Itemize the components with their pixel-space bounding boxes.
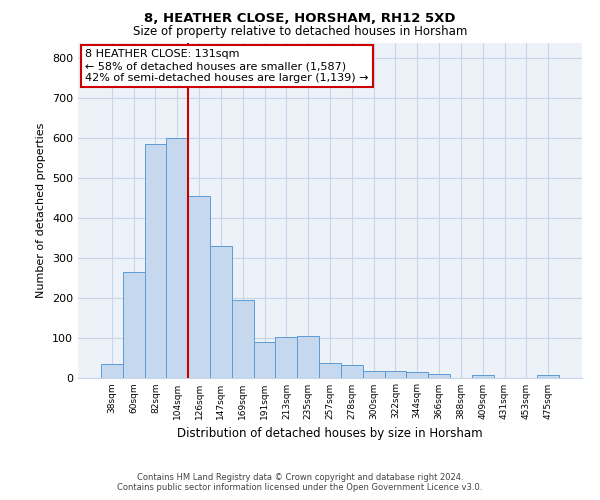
Bar: [188, 196, 210, 378]
Bar: [145, 144, 166, 378]
Text: 8, HEATHER CLOSE, HORSHAM, RH12 5XD: 8, HEATHER CLOSE, HORSHAM, RH12 5XD: [144, 12, 456, 26]
Bar: [166, 138, 188, 378]
Bar: [254, 342, 275, 378]
Bar: [297, 336, 319, 378]
X-axis label: Distribution of detached houses by size in Horsham: Distribution of detached houses by size …: [177, 427, 483, 440]
Bar: [319, 363, 341, 378]
Bar: [406, 372, 428, 378]
Text: Contains HM Land Registry data © Crown copyright and database right 2024.
Contai: Contains HM Land Registry data © Crown c…: [118, 473, 482, 492]
Bar: [210, 246, 232, 378]
Bar: [275, 337, 297, 378]
Bar: [232, 300, 254, 378]
Y-axis label: Number of detached properties: Number of detached properties: [37, 122, 46, 298]
Bar: [472, 375, 494, 378]
Bar: [428, 374, 450, 378]
Bar: [341, 364, 363, 378]
Bar: [101, 364, 123, 378]
Bar: [123, 272, 145, 378]
Bar: [385, 370, 406, 378]
Text: 8 HEATHER CLOSE: 131sqm
← 58% of detached houses are smaller (1,587)
42% of semi: 8 HEATHER CLOSE: 131sqm ← 58% of detache…: [85, 50, 368, 82]
Bar: [537, 374, 559, 378]
Bar: [363, 370, 385, 378]
Text: Size of property relative to detached houses in Horsham: Size of property relative to detached ho…: [133, 25, 467, 38]
